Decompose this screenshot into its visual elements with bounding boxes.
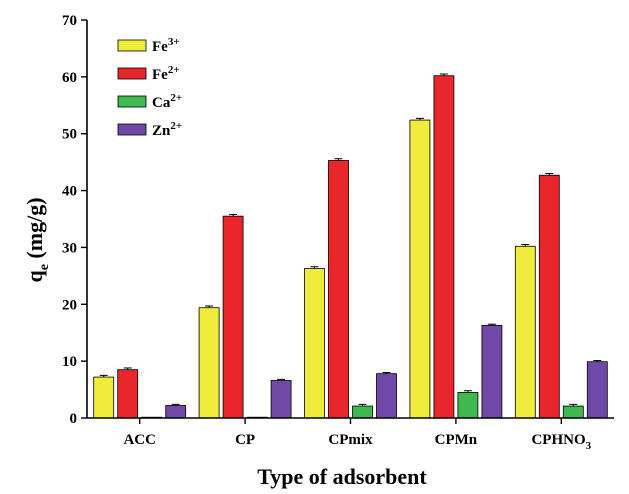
x-axis-title: Type of adsorbent <box>257 464 427 489</box>
x-tick-label: CPMn <box>435 432 478 448</box>
bar <box>586 361 608 419</box>
y-tick-label: 50 <box>62 127 77 143</box>
bar <box>409 119 431 419</box>
y-tick-label: 10 <box>62 354 77 370</box>
legend-swatch <box>117 67 147 80</box>
bar <box>376 373 397 419</box>
legend-label: Zn2+ <box>152 120 182 139</box>
x-tick-label: CP <box>235 432 255 448</box>
bar <box>433 75 455 419</box>
bar <box>352 405 373 419</box>
bar <box>562 405 584 419</box>
legend: Fe3+ Fe2+ Ca2+ Zn2+ <box>117 36 182 139</box>
bar <box>481 324 503 419</box>
x-tick-label: ACC <box>123 432 156 448</box>
bar <box>93 376 115 419</box>
y-tick-label: 20 <box>62 297 77 313</box>
axes: 0 10 20 30 40 50 60 70 ACC CP CPmix CPMn CPHNO3 <box>62 13 614 452</box>
bar <box>328 160 349 419</box>
legend-label: Ca2+ <box>152 92 182 111</box>
y-tick-label: 60 <box>62 70 77 86</box>
legend-swatch <box>117 95 147 108</box>
legend-swatch <box>117 39 147 52</box>
y-tick-label: 30 <box>62 240 77 256</box>
legend-label: Fe3+ <box>152 36 180 55</box>
y-tick-label: 70 <box>62 13 77 29</box>
bar <box>117 369 139 419</box>
x-tick-label: CPHNO3 <box>531 432 591 452</box>
bar <box>165 405 187 419</box>
y-axis-title: qe (mg/g) <box>22 197 52 282</box>
legend-swatch <box>117 123 147 136</box>
bar <box>514 245 536 419</box>
bar <box>457 392 479 419</box>
y-tick-label: 40 <box>62 184 77 200</box>
bar <box>222 215 244 419</box>
bar <box>538 174 560 419</box>
bar <box>270 380 292 419</box>
y-tick-label: 0 <box>70 411 78 427</box>
x-tick-label: CPmix <box>328 432 373 448</box>
bar <box>304 268 325 419</box>
legend-label: Fe2+ <box>152 64 180 83</box>
bar <box>198 307 220 419</box>
